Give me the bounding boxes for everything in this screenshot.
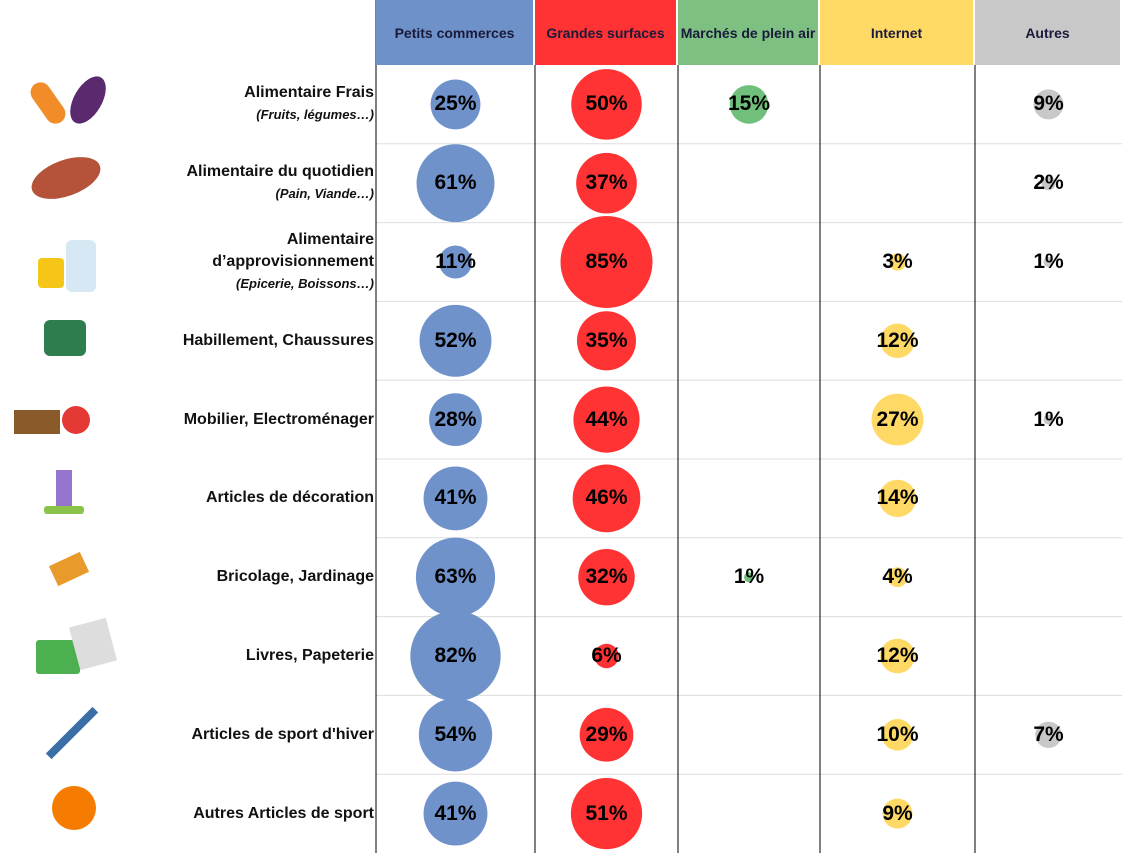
value-label: 1% — [1033, 408, 1063, 432]
icon — [66, 240, 96, 292]
icon — [27, 78, 70, 127]
row-label: Alimentaire Frais(Fruits, légumes…) — [124, 65, 374, 144]
value-label: 25% — [434, 92, 476, 116]
value-label: 2% — [1033, 171, 1063, 195]
value-label: 28% — [434, 408, 476, 432]
value-label: 51% — [585, 802, 627, 826]
value-label: 15% — [728, 92, 770, 116]
row-label: Alimentaire du quotidien(Pain, Viande…) — [124, 144, 374, 223]
icon — [49, 552, 89, 586]
value-label: 9% — [1033, 92, 1063, 116]
value-label: 10% — [876, 723, 918, 747]
value-label: 54% — [434, 723, 476, 747]
category-name: Mobilier, Electroménager — [124, 409, 374, 431]
value-label: 61% — [434, 171, 476, 195]
value-label: 12% — [876, 644, 918, 668]
value-label: 3% — [882, 250, 912, 274]
value-label: 1% — [734, 565, 764, 589]
icon — [38, 258, 64, 288]
column-header: Internet — [820, 0, 975, 65]
icon — [56, 470, 72, 508]
category-name: Alimentaire Frais — [124, 82, 374, 104]
icon — [44, 320, 86, 356]
value-label: 41% — [434, 486, 476, 510]
icon — [62, 406, 90, 434]
icons — [14, 70, 117, 830]
value-label: 1% — [1033, 250, 1063, 274]
icon — [26, 149, 106, 207]
icon — [52, 786, 96, 830]
icon — [63, 70, 113, 129]
value-label: 46% — [585, 486, 627, 510]
category-name: Articles de sport d'hiver — [124, 724, 374, 746]
value-label: 7% — [1033, 723, 1063, 747]
column-header: Marchés de plein air — [678, 0, 820, 65]
category-subtitle: (Epicerie, Boissons…) — [124, 273, 374, 295]
column-header: Petits commerces — [376, 0, 535, 65]
value-label: 12% — [876, 329, 918, 353]
category-name: Alimentaire d’approvisionnement — [124, 229, 374, 273]
value-label: 63% — [434, 565, 476, 589]
value-label: 27% — [876, 408, 918, 432]
row-label: Livres, Papeterie — [124, 617, 374, 696]
value-label: 4% — [882, 565, 912, 589]
value-label: 35% — [585, 329, 627, 353]
icon — [36, 640, 80, 674]
column-header: Autres — [975, 0, 1122, 65]
bubble-table: Alimentaire Frais(Fruits, légumes…)Alime… — [0, 0, 1122, 853]
value-label: 41% — [434, 802, 476, 826]
category-name: Autres Articles de sport — [124, 803, 374, 825]
row-label: Bricolage, Jardinage — [124, 538, 374, 617]
value-label: 82% — [434, 644, 476, 668]
icon — [44, 506, 84, 514]
category-subtitle: (Pain, Viande…) — [124, 183, 374, 205]
category-name: Bricolage, Jardinage — [124, 566, 374, 588]
row-label: Habillement, Chaussures — [124, 301, 374, 380]
value-label: 11% — [435, 250, 476, 274]
icon — [46, 707, 98, 759]
row-label: Alimentaire d’approvisionnement(Epicerie… — [124, 223, 374, 302]
category-subtitle: (Fruits, légumes…) — [124, 104, 374, 126]
value-label: 6% — [591, 644, 621, 668]
value-label: 44% — [585, 408, 627, 432]
row-label: Articles de décoration — [124, 459, 374, 538]
category-name: Habillement, Chaussures — [124, 330, 374, 352]
value-label: 85% — [585, 250, 627, 274]
icon — [14, 410, 60, 434]
row-label: Articles de sport d'hiver — [124, 695, 374, 774]
value-label: 14% — [876, 486, 918, 510]
category-name: Alimentaire du quotidien — [124, 161, 374, 183]
column-header: Grandes surfaces — [535, 0, 678, 65]
value-label: 50% — [585, 92, 627, 116]
category-name: Livres, Papeterie — [124, 645, 374, 667]
category-name: Articles de décoration — [124, 487, 374, 509]
value-label: 9% — [882, 802, 912, 826]
row-label: Autres Articles de sport — [124, 774, 374, 853]
value-label: 29% — [585, 723, 627, 747]
row-label: Mobilier, Electroménager — [124, 380, 374, 459]
value-label: 52% — [434, 329, 476, 353]
value-label: 32% — [585, 565, 627, 589]
value-label: 37% — [585, 171, 627, 195]
